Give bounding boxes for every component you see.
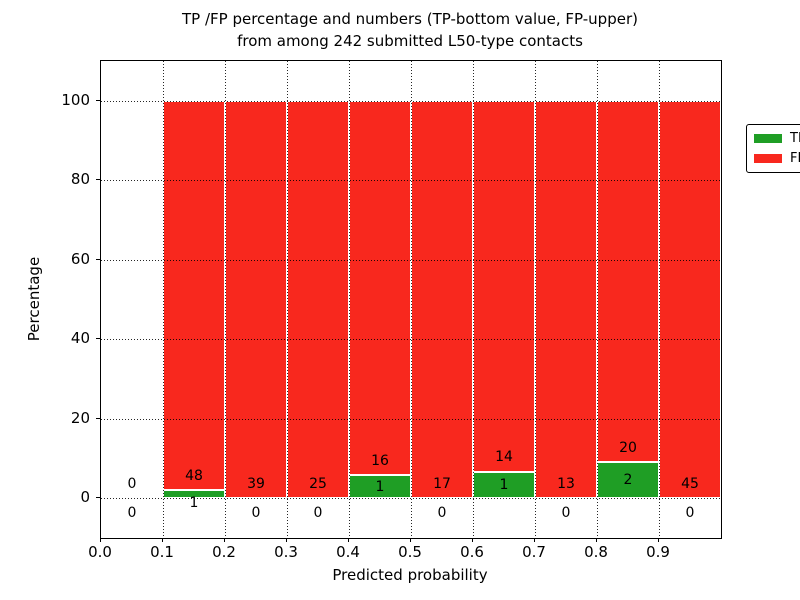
fp-count-label: 17: [433, 475, 451, 492]
x-tick-mark: [286, 538, 287, 542]
h-gridline: [101, 100, 721, 102]
fp-swatch-icon: [754, 154, 782, 163]
x-tick-label: 0.2: [212, 543, 236, 561]
fp-bar-segment: [225, 100, 287, 499]
x-tick-label: 0.9: [646, 543, 670, 561]
tp-count-label: 0: [685, 504, 695, 521]
fp-count-label: 14: [495, 449, 513, 466]
x-tick-label: 0.6: [460, 543, 484, 561]
tp-count-label: 1: [189, 495, 199, 512]
y-tick-label: 80: [70, 170, 90, 189]
x-tick-mark: [658, 538, 659, 542]
tp-count-label: 0: [313, 504, 323, 521]
x-tick-mark: [224, 538, 225, 542]
fp-bar-segment: [349, 100, 411, 475]
tp-count-label: 1: [375, 478, 385, 495]
y-tick-label: 60: [70, 249, 90, 268]
v-gridline: [597, 61, 598, 538]
y-tick-label: 100: [61, 90, 90, 109]
chart-title-line-2: from among 242 submitted L50-type contac…: [237, 32, 583, 50]
y-tick-mark: [96, 179, 100, 181]
v-gridline: [535, 61, 536, 538]
y-tick-mark: [96, 338, 100, 340]
legend-entry-tp: TP: [747, 131, 800, 146]
fp-bar-segment: [411, 100, 473, 499]
x-tick-mark: [162, 538, 163, 542]
chart-title-line-1: TP /FP percentage and numbers (TP-bottom…: [182, 10, 638, 28]
legend: TP FP: [746, 124, 800, 173]
fp-count-label: 48: [185, 467, 203, 484]
tp-count-label: 1: [499, 477, 509, 493]
plot-area: TP FP 0 0 48 1 39 0 25 0 16 1 17 0 14 1 13 0 20 2 45 0: [100, 60, 800, 539]
v-gridline: [659, 61, 660, 538]
x-tick-mark: [472, 538, 473, 542]
y-tick-mark: [96, 99, 100, 101]
fp-count-label: 20: [619, 439, 637, 456]
h-gridline: [101, 498, 721, 500]
tp-count-label: 0: [437, 504, 447, 521]
v-gridline: [349, 61, 350, 538]
fp-bar-segment: [659, 100, 721, 499]
v-gridline: [163, 61, 164, 538]
fp-count-label: 25: [309, 475, 327, 492]
v-gridline: [287, 61, 288, 538]
tp-bar-segment: [473, 471, 535, 499]
y-tick-mark: [96, 497, 100, 499]
x-tick-label: 0.7: [522, 543, 546, 561]
y-tick-mark: [96, 258, 100, 260]
legend-entry-fp: FP: [747, 151, 800, 166]
x-tick-mark: [534, 538, 535, 542]
fp-bar-segment: [163, 100, 225, 491]
fp-bar-segment: [535, 100, 597, 499]
v-gridline: [225, 61, 226, 538]
tp-count-label: 0: [561, 504, 571, 521]
x-tick-label: 0.4: [336, 543, 360, 561]
tp-count-label: 2: [623, 472, 633, 489]
v-gridline: [411, 61, 412, 538]
fp-bar-segment: [597, 100, 659, 463]
tp-count-label: 0: [251, 504, 261, 521]
x-axis-label: Predicted probability: [332, 566, 488, 584]
x-tick-mark: [596, 538, 597, 542]
chart-title: TP /FP percentage and numbers (TP-bottom…: [100, 8, 720, 52]
y-axis-label: Percentage: [25, 256, 43, 342]
y-tick-label: 40: [70, 329, 90, 348]
fp-bar-segment: [473, 100, 535, 472]
h-gridline: [101, 339, 721, 341]
fp-count-label: 0: [127, 475, 137, 492]
x-tick-label: 0.5: [398, 543, 422, 561]
h-gridline: [101, 180, 721, 182]
x-tick-label: 0.0: [88, 543, 112, 561]
tp-count-label: 0: [127, 504, 137, 521]
h-gridline: [101, 418, 721, 420]
x-tick-label: 0.3: [274, 543, 298, 561]
fp-count-label: 16: [371, 452, 389, 469]
x-tick-label: 0.8: [584, 543, 608, 561]
legend-label-tp: TP: [790, 131, 800, 146]
y-tick-mark: [96, 417, 100, 419]
x-tick-mark: [100, 538, 101, 542]
x-tick-mark: [410, 538, 411, 542]
x-tick-label: 0.1: [150, 543, 174, 561]
tp-swatch-icon: [754, 134, 782, 143]
fp-count-label: 13: [557, 475, 575, 492]
y-tick-label: 0: [80, 488, 90, 507]
v-gridline: [473, 61, 474, 538]
fp-count-label: 39: [247, 475, 265, 492]
h-gridline: [101, 259, 721, 261]
legend-label-fp: FP: [790, 151, 800, 166]
y-tick-label: 20: [70, 408, 90, 427]
x-tick-mark: [348, 538, 349, 542]
fp-count-label: 45: [681, 475, 699, 492]
fp-bar-segment: [287, 100, 349, 499]
